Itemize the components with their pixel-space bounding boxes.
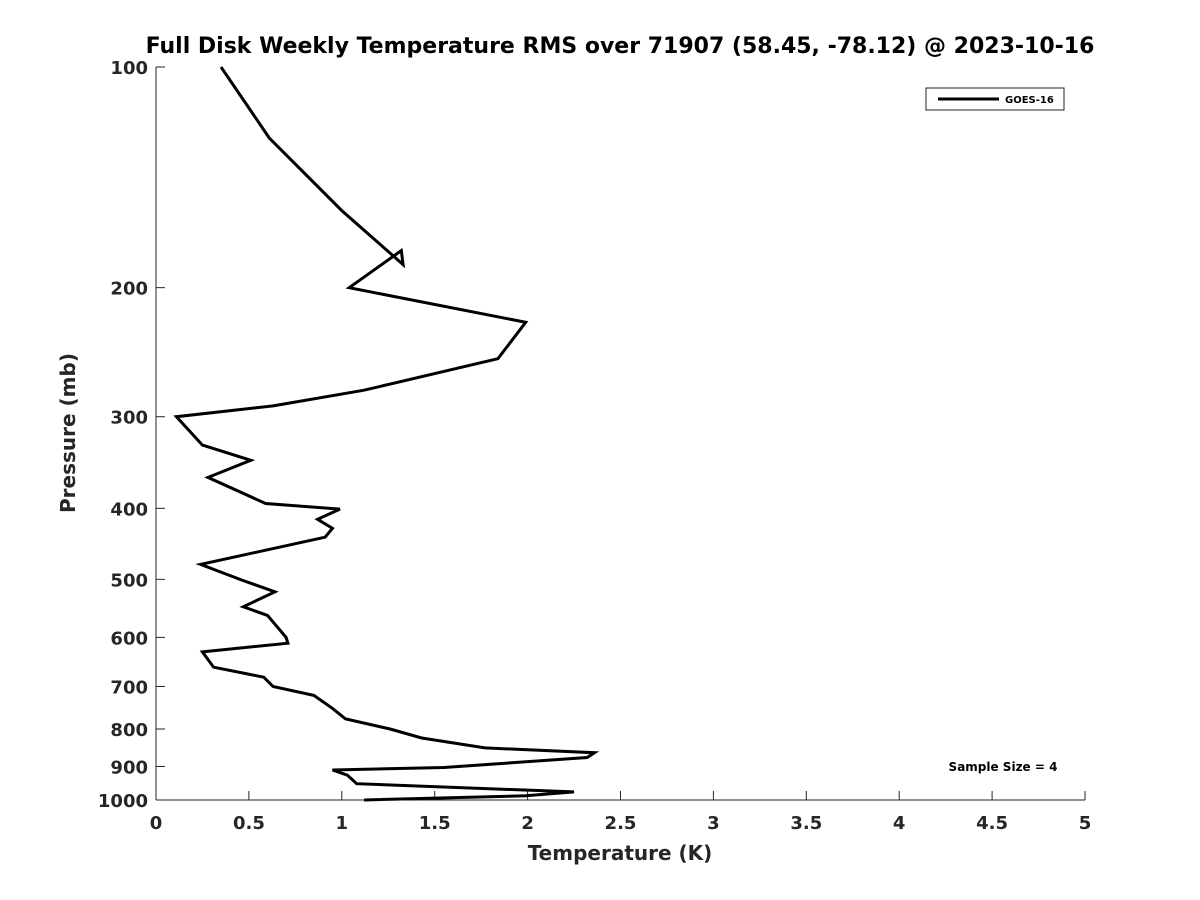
y-tick-label: 900 [110,757,148,778]
legend-label-goes-16: GOES-16 [1005,95,1054,106]
x-tick-label: 5 [1079,813,1092,834]
x-tick-label: 1.5 [419,813,451,834]
x-tick-label: 1 [336,813,349,834]
y-tick-label: 800 [110,720,148,741]
x-tick-label: 0 [150,813,163,834]
y-tick-label: 500 [110,570,148,591]
y-tick-label: 400 [110,499,148,520]
y-tick-label: 600 [110,628,148,649]
y-tick-label: 200 [110,279,148,300]
y-axis-ticks: 100 200 300 400 500 600 700 800 900 1000 [98,58,165,812]
y-tick-label: 100 [110,58,148,79]
x-tick-label: 4 [893,813,906,834]
legend: GOES-16 [925,87,1065,111]
plot-area [156,67,1085,800]
y-tick-label: 300 [110,408,148,429]
series-layer [173,66,600,802]
x-axis-label: Temperature (K) [528,841,713,865]
x-tick-label: 2 [521,813,534,834]
y-tick-label: 700 [110,677,148,698]
x-tick-label: 2.5 [605,813,637,834]
x-axis-ticks: 0 0.5 1 1.5 2 2.5 3 3.5 4 4.5 5 [150,791,1092,834]
sample-size-annotation: Sample Size = 4 [949,760,1058,774]
chart-title: Full Disk Weekly Temperature RMS over 71… [146,34,1095,59]
x-tick-label: 4.5 [976,813,1008,834]
x-tick-label: 3.5 [790,813,822,834]
y-axis-label: Pressure (mb) [56,353,80,513]
x-tick-label: 0.5 [233,813,265,834]
x-tick-label: 3 [707,813,720,834]
y-tick-label: 1000 [98,791,148,812]
series-line-goes-16 [173,66,600,802]
